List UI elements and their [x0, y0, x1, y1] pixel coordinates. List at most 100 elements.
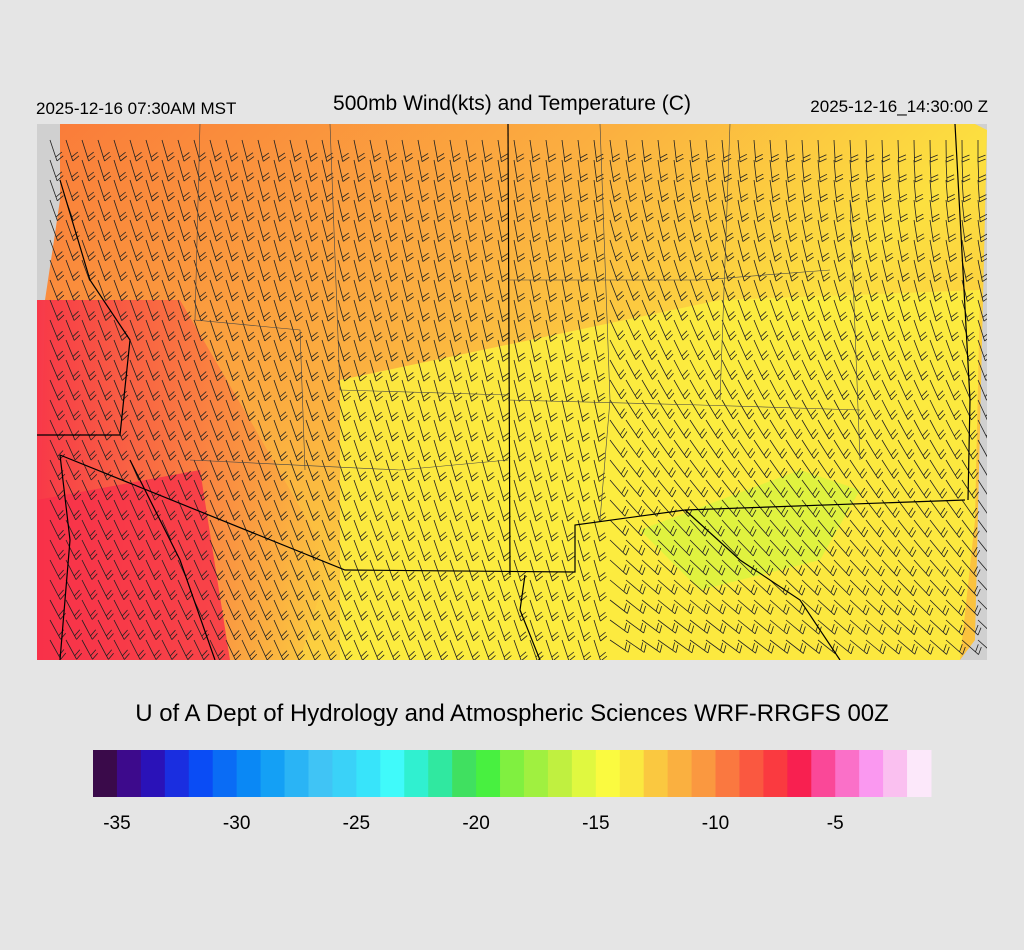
wind-barb	[753, 279, 768, 302]
wind-barb	[737, 519, 757, 537]
wind-barb	[417, 479, 432, 502]
wind-barb	[545, 519, 559, 542]
wind-barb	[785, 199, 797, 223]
wind-barb	[929, 579, 949, 597]
wind-barb	[353, 199, 366, 222]
wind-barb	[257, 279, 272, 302]
wind-barb	[561, 239, 573, 263]
wind-barb	[833, 259, 847, 282]
wind-barb	[929, 259, 942, 282]
wind-barb	[209, 459, 225, 481]
wind-barb	[305, 279, 319, 302]
wind-barb	[785, 279, 800, 302]
wind-barb	[49, 559, 66, 580]
wind-barb	[593, 339, 606, 362]
wind-barb	[977, 619, 987, 630]
wind-barb	[961, 199, 972, 223]
wind-barb	[145, 399, 161, 421]
wind-barb	[657, 139, 668, 163]
wind-barb	[273, 219, 287, 242]
wind-barb	[625, 619, 647, 634]
wind-barb	[97, 199, 112, 222]
wind-barb	[209, 339, 224, 362]
wind-barb	[177, 479, 193, 501]
wind-barb	[193, 279, 208, 302]
wind-barb	[657, 199, 670, 222]
wind-barb	[721, 239, 735, 262]
wind-barb	[97, 219, 112, 242]
wind-barb	[865, 619, 886, 635]
wind-barb	[337, 459, 352, 482]
wind-barb	[65, 599, 82, 620]
wind-barb	[705, 219, 718, 242]
wind-barb	[945, 479, 964, 499]
wind-barb	[721, 379, 739, 400]
wind-barb	[481, 339, 495, 362]
wind-barb	[353, 139, 366, 162]
wind-barb	[289, 619, 305, 641]
wind-barb	[513, 499, 527, 522]
wind-barb	[353, 499, 368, 522]
wind-barb	[545, 479, 559, 502]
wind-barb	[865, 599, 886, 616]
wind-barb	[305, 599, 321, 621]
wind-barb	[241, 459, 257, 481]
wind-barb	[625, 279, 641, 301]
wind-barb	[161, 279, 176, 302]
wind-barb	[529, 139, 541, 163]
wind-barb	[577, 539, 591, 562]
wind-barb	[689, 459, 708, 478]
wind-barb	[305, 339, 320, 362]
wind-barb	[561, 399, 574, 422]
wind-barb	[865, 419, 883, 440]
wind-barb	[881, 319, 896, 342]
wind-barb	[161, 619, 178, 640]
wind-barb	[449, 639, 465, 660]
wind-barb	[593, 499, 607, 522]
wind-barb	[513, 479, 527, 502]
wind-barb	[225, 139, 239, 162]
wind-barb	[465, 539, 480, 562]
wind-barb	[177, 619, 194, 641]
wind-barb	[561, 559, 575, 582]
wind-barb	[497, 259, 510, 282]
wind-barb	[897, 259, 910, 282]
wind-barb	[577, 459, 591, 482]
wind-barb	[97, 319, 113, 341]
wind-barb	[257, 519, 273, 541]
wind-barb	[353, 439, 368, 462]
wind-barb	[161, 259, 176, 282]
wind-barb	[849, 379, 866, 401]
wind-barb	[529, 499, 543, 522]
wind-barb	[609, 159, 621, 183]
wind-barb	[193, 259, 208, 282]
wind-barb	[417, 299, 431, 322]
wind-barb	[977, 179, 987, 203]
wind-barb	[609, 499, 629, 517]
wind-barb	[257, 299, 272, 322]
wind-barb	[689, 559, 710, 576]
wind-barb	[609, 139, 621, 163]
wind-barb	[721, 539, 742, 557]
wind-barb	[961, 559, 981, 577]
wind-barb	[657, 539, 678, 556]
wind-barb	[241, 479, 257, 501]
wind-barb	[49, 519, 66, 540]
wind-barb	[561, 379, 574, 402]
wind-barb	[929, 159, 939, 183]
wind-barb	[753, 159, 764, 183]
wind-barb	[561, 479, 575, 502]
wind-barb	[833, 159, 844, 183]
wind-barb	[177, 319, 192, 342]
wind-barb	[625, 339, 642, 360]
wind-barb	[113, 619, 130, 640]
wind-barb	[337, 159, 350, 182]
wind-barb	[785, 459, 804, 479]
wind-barb	[833, 219, 846, 242]
wind-barb	[433, 139, 445, 162]
wind-barb	[657, 579, 678, 595]
wind-barb	[49, 399, 65, 421]
wind-barb	[65, 339, 81, 361]
wind-barb	[161, 419, 177, 441]
wind-barb	[289, 499, 305, 521]
